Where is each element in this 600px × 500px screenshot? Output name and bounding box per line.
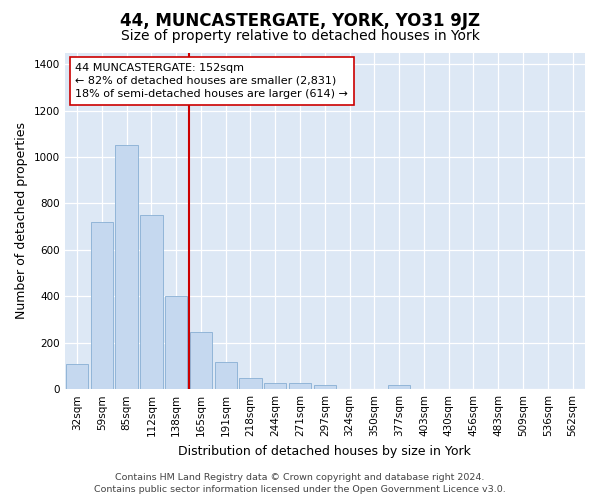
Y-axis label: Number of detached properties: Number of detached properties [15, 122, 28, 320]
Bar [190, 332, 212, 389]
Bar [165, 296, 187, 389]
Bar [264, 382, 286, 389]
Bar [91, 222, 113, 389]
Bar [215, 362, 237, 389]
Text: 44 MUNCASTERGATE: 152sqm
← 82% of detached houses are smaller (2,831)
18% of sem: 44 MUNCASTERGATE: 152sqm ← 82% of detach… [75, 62, 348, 99]
Text: Size of property relative to detached houses in York: Size of property relative to detached ho… [121, 29, 479, 43]
Text: 44, MUNCASTERGATE, YORK, YO31 9JZ: 44, MUNCASTERGATE, YORK, YO31 9JZ [120, 12, 480, 30]
Bar [140, 215, 163, 389]
Text: Contains HM Land Registry data © Crown copyright and database right 2024.
Contai: Contains HM Land Registry data © Crown c… [94, 472, 506, 494]
Bar [289, 382, 311, 389]
X-axis label: Distribution of detached houses by size in York: Distribution of detached houses by size … [178, 444, 471, 458]
Bar [388, 385, 410, 389]
Bar [66, 364, 88, 389]
Bar [115, 146, 138, 389]
Bar [239, 378, 262, 389]
Bar [314, 384, 336, 389]
